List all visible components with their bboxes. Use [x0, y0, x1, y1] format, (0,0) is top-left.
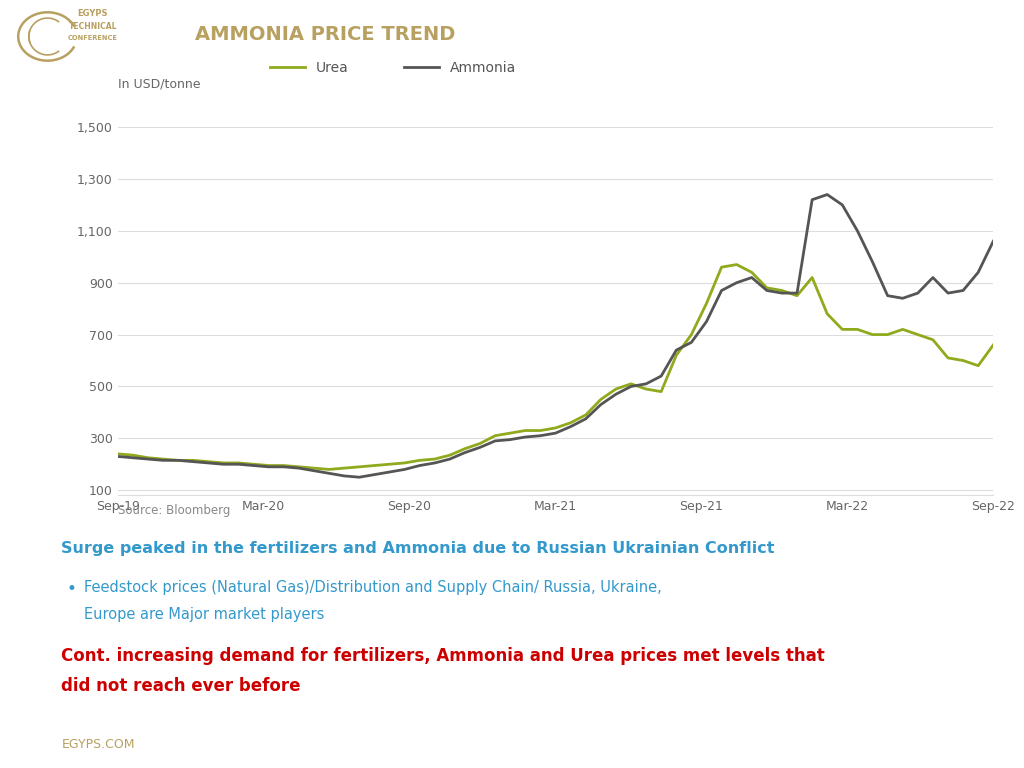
Legend: Urea, Ammonia: Urea, Ammonia [265, 55, 522, 80]
Text: Surge peaked in the fertilizers and Ammonia due to Russian Ukrainian Conflict: Surge peaked in the fertilizers and Ammo… [61, 541, 775, 557]
Text: did not reach ever before: did not reach ever before [61, 677, 301, 695]
Text: Feedstock prices (Natural Gas)/Distribution and Supply Chain/ Russia, Ukraine,: Feedstock prices (Natural Gas)/Distribut… [84, 580, 662, 595]
Text: Cont. increasing demand for fertilizers, Ammonia and Urea prices met levels that: Cont. increasing demand for fertilizers,… [61, 647, 825, 664]
Text: AMMONIA PRICE TREND: AMMONIA PRICE TREND [195, 25, 455, 44]
Text: Europe are Major market players: Europe are Major market players [84, 607, 325, 622]
Text: EGYPS.COM: EGYPS.COM [61, 738, 135, 751]
Text: In USD/tonne: In USD/tonne [118, 78, 201, 91]
Text: •: • [67, 580, 77, 598]
Text: CONFERENCE: CONFERENCE [68, 35, 118, 41]
Text: EGYPS: EGYPS [78, 9, 108, 18]
Text: Source: Bloomberg: Source: Bloomberg [118, 504, 230, 517]
Text: TECHNICAL: TECHNICAL [69, 22, 117, 31]
